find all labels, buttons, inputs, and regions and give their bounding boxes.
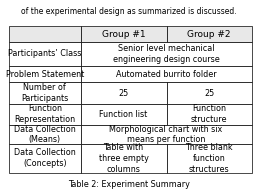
Bar <box>9 42 80 66</box>
Bar <box>9 26 80 42</box>
Bar <box>9 82 80 104</box>
Bar <box>9 66 80 82</box>
Bar <box>80 42 252 66</box>
Text: Table with
three empty
columns: Table with three empty columns <box>99 143 149 174</box>
Bar <box>80 82 167 104</box>
Bar <box>80 144 167 173</box>
Text: Three blank
function
structures: Three blank function structures <box>185 143 233 174</box>
Bar <box>80 66 252 82</box>
Text: Function list: Function list <box>100 110 148 119</box>
Bar <box>167 104 252 125</box>
Text: Automated burrito folder: Automated burrito folder <box>116 70 216 79</box>
Bar <box>167 26 252 42</box>
Text: Problem Statement: Problem Statement <box>6 70 84 79</box>
Text: Morphological chart with six
means per function: Morphological chart with six means per f… <box>109 125 223 144</box>
Bar <box>167 82 252 104</box>
Text: Senior level mechanical
engineering design course: Senior level mechanical engineering desi… <box>113 44 220 64</box>
Bar <box>9 144 80 173</box>
Text: Data Collection
(Concepts): Data Collection (Concepts) <box>14 148 76 168</box>
Bar <box>80 125 252 144</box>
Text: 25: 25 <box>204 89 214 98</box>
Bar <box>167 144 252 173</box>
Bar <box>80 26 167 42</box>
Bar <box>9 125 80 144</box>
Text: Group #1: Group #1 <box>102 30 146 39</box>
Text: Participants’ Class: Participants’ Class <box>8 49 82 58</box>
Bar <box>9 104 80 125</box>
Text: Number of
Participants: Number of Participants <box>21 83 68 103</box>
Text: 25: 25 <box>118 89 129 98</box>
Text: Group #2: Group #2 <box>187 30 231 39</box>
Text: Function
structure: Function structure <box>191 104 227 124</box>
Text: Data Collection
(Means): Data Collection (Means) <box>14 125 76 144</box>
Text: Table 2: Experiment Summary: Table 2: Experiment Summary <box>68 180 190 189</box>
Bar <box>80 104 167 125</box>
Text: of the experimental design as summarized is discussed.: of the experimental design as summarized… <box>21 7 237 16</box>
Text: Function
Representation: Function Representation <box>14 104 75 124</box>
